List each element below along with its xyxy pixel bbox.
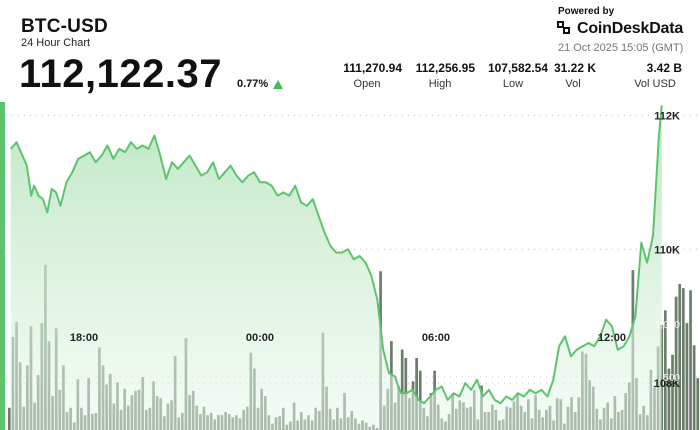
volume-bar xyxy=(400,349,404,430)
stat-vol-usd-label: Vol USD xyxy=(634,78,676,90)
stat-high: 112,256.95 High xyxy=(405,61,475,90)
coindesk-logo-icon xyxy=(557,21,573,37)
stat-open-value: 111,270.94 xyxy=(343,61,402,75)
volume-tick-label-1: 500 xyxy=(663,373,680,384)
stat-vol-label: Vol xyxy=(565,78,581,90)
left-edge-bar xyxy=(0,102,5,430)
volume-bar xyxy=(663,310,667,430)
stat-vol-value: 31.22 K xyxy=(553,61,596,75)
axis-labels: 18:00 00:00 06:00 12:00 112K 110K 108K 1,000 500 xyxy=(70,110,681,390)
chart-subtitle: 24 Hour Chart xyxy=(21,37,91,49)
y-tick-label-0: 112K xyxy=(654,110,680,122)
powered-by-label: Powered by xyxy=(558,6,615,17)
stat-open-label: Open xyxy=(353,78,381,90)
page-title: BTC-USD xyxy=(21,16,108,37)
x-tick-label-1: 00:00 xyxy=(246,332,274,344)
brand-name: CoinDeskData xyxy=(577,20,684,37)
stat-vol-usd-value: 3.42 B xyxy=(646,61,682,75)
chart-timestamp: 21 Oct 2025 15:05 (GMT) xyxy=(558,42,684,54)
volume-bar xyxy=(415,358,418,430)
volume-bar xyxy=(696,378,700,430)
volume-bar xyxy=(671,354,674,430)
volume-bar xyxy=(692,345,696,430)
up-arrow-icon xyxy=(273,80,283,89)
volume-bar xyxy=(681,288,685,430)
volume-bar xyxy=(674,296,678,430)
current-price: 112,122.37 xyxy=(19,52,222,96)
volume-bar xyxy=(667,368,671,430)
stat-low-value: 107,582.54 xyxy=(487,61,548,75)
stat-high-value: 112,256.95 xyxy=(415,61,475,75)
price-area-fill xyxy=(10,105,662,430)
stat-low: 107,582.54 Low xyxy=(478,61,548,90)
stat-open: 111,270.94 Open xyxy=(332,61,402,90)
stat-vol-usd: 3.42 B Vol USD xyxy=(628,61,682,90)
x-tick-label-0: 18:00 xyxy=(70,332,98,344)
price-line xyxy=(9,105,663,405)
price-change-percent: 0.77% xyxy=(237,78,269,90)
stat-high-label: High xyxy=(428,78,452,90)
volume-bar xyxy=(689,290,692,430)
y-tick-label-2: 108K xyxy=(654,378,680,390)
stat-low-label: Low xyxy=(502,78,524,90)
y-tick-label-1: 110K xyxy=(654,244,680,256)
x-tick-label-2: 06:00 xyxy=(422,332,450,344)
volume-bar xyxy=(678,283,682,430)
volume-bar xyxy=(8,407,11,430)
x-tick-label-3: 12:00 xyxy=(598,332,626,344)
volume-bar xyxy=(685,323,689,430)
stat-vol: 31.22 K Vol xyxy=(550,61,596,90)
brand-logo[interactable]: CoinDeskData xyxy=(557,20,683,38)
volume-tick-label-0: 1,000 xyxy=(655,320,680,331)
